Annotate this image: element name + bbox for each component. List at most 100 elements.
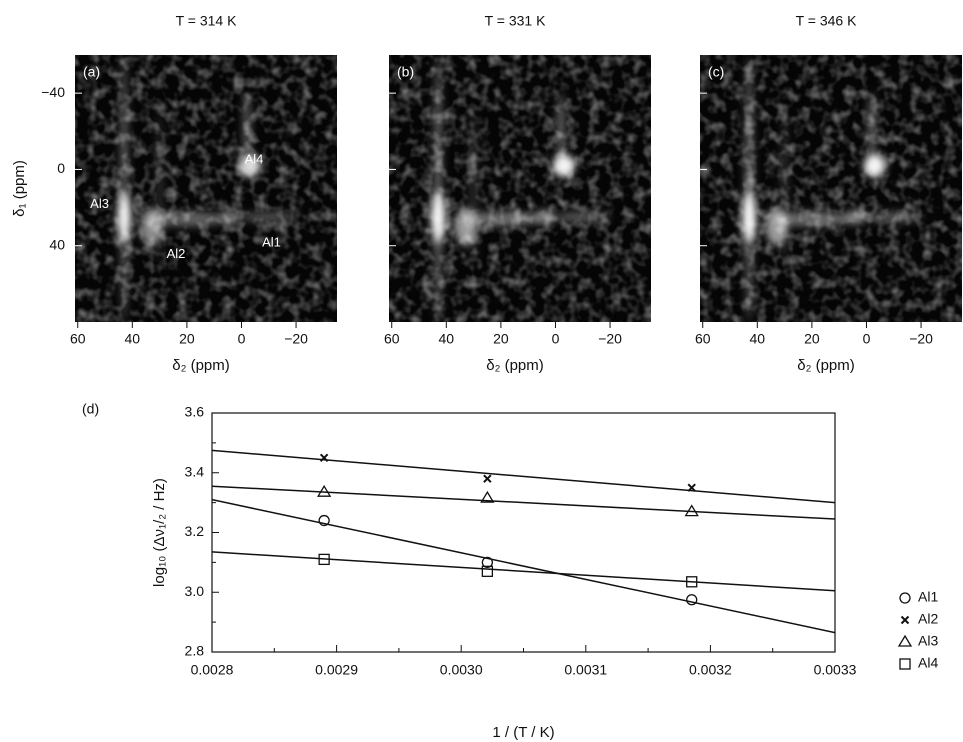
peak — [556, 93, 566, 162]
peak — [155, 112, 164, 265]
x-tick-label: 0 — [863, 331, 871, 347]
x-tick-label: 0.0030 — [440, 662, 483, 678]
marker-triangle — [897, 634, 913, 647]
x-axis-label: δ₂ (ppm) — [797, 357, 855, 374]
panel-label: (c) — [708, 64, 724, 80]
marker-triangle — [684, 504, 699, 517]
peaks — [742, 55, 922, 322]
legend-label: Al3 — [918, 633, 938, 649]
x-tick-label: 0.0033 — [814, 662, 857, 678]
peak-annotation: Al3 — [90, 196, 109, 211]
x-axis-label: 1 / (T / K) — [492, 724, 554, 741]
x-tick-label: 20 — [493, 331, 509, 347]
marker-circle — [481, 556, 494, 569]
x-axis-label: δ₂ (ppm) — [172, 357, 230, 374]
peak — [552, 154, 575, 178]
legend-label: Al2 — [918, 611, 938, 627]
peak-annotation: Al2 — [167, 246, 186, 261]
peak — [238, 154, 261, 178]
marker-square — [318, 553, 330, 566]
marker-cross — [900, 615, 910, 625]
panel-title: T = 331 K — [485, 13, 547, 29]
peak — [745, 205, 753, 229]
marker-square — [481, 565, 494, 577]
x-tick-label: 40 — [125, 331, 141, 347]
peak — [433, 55, 443, 322]
marker-square — [899, 658, 911, 670]
marker-square — [686, 576, 698, 588]
peak — [469, 112, 478, 265]
marker-cross — [483, 474, 492, 483]
plot-frame — [211, 412, 836, 653]
fit-line — [212, 485, 835, 520]
peak — [241, 211, 297, 223]
fit-line — [212, 498, 835, 634]
x-axis-label: δ₂ (ppm) — [486, 357, 544, 374]
marker-triangle — [316, 484, 332, 497]
marker-circle — [318, 514, 330, 527]
fit-line — [212, 449, 835, 504]
peak — [555, 211, 611, 223]
legend-label: Al1 — [918, 589, 938, 605]
x-tick-label: −20 — [909, 331, 933, 347]
peak — [744, 55, 754, 322]
peak — [219, 209, 242, 225]
peak — [863, 154, 886, 178]
spectrum-image — [75, 55, 337, 322]
y-tick-label: 3.2 — [185, 523, 205, 539]
spectrum-noise — [75, 55, 337, 322]
peaks — [431, 55, 611, 322]
peak — [242, 93, 252, 162]
peak — [148, 211, 226, 227]
x-tick-label: 60 — [70, 331, 86, 347]
marker-cross — [687, 483, 696, 492]
x-tick-label: 20 — [179, 331, 195, 347]
marker-cross — [319, 453, 329, 463]
x-tick-label: 60 — [384, 331, 400, 347]
peak — [533, 209, 556, 225]
panel-label: (a) — [83, 64, 100, 80]
y-axis-label: δ₁ (ppm) — [11, 160, 28, 217]
y-tick-label: −40 — [41, 84, 65, 100]
y-tick-label: 3.4 — [185, 463, 205, 479]
spectrum-image — [700, 55, 962, 322]
x-tick-label: 60 — [695, 331, 711, 347]
spectrum-noise — [389, 55, 651, 322]
panel-label: (b) — [397, 64, 414, 80]
x-tick-label: 40 — [439, 331, 455, 347]
peak — [119, 55, 129, 322]
peak — [434, 205, 442, 229]
panel-title: T = 314 K — [176, 13, 238, 29]
x-tick-label: 0.0031 — [564, 662, 607, 678]
peak — [866, 211, 922, 223]
peak-annotation: Al1 — [262, 234, 281, 249]
spectrum-noise — [700, 55, 962, 322]
x-tick-label: −20 — [598, 331, 622, 347]
peak — [780, 112, 789, 265]
y-tick-label: 2.8 — [185, 643, 205, 659]
y-tick-label: 40 — [49, 236, 65, 252]
peak — [773, 211, 851, 227]
x-tick-label: 40 — [750, 331, 766, 347]
panel-title: T = 346 K — [796, 13, 858, 29]
peak — [120, 205, 128, 229]
peak-annotation: Al4 — [245, 151, 264, 166]
y-tick-label: 3.0 — [185, 583, 205, 599]
peak — [462, 211, 540, 227]
peak — [867, 93, 877, 162]
x-tick-label: 20 — [804, 331, 820, 347]
y-tick-label: 3.6 — [185, 404, 205, 420]
fit-line — [212, 551, 835, 592]
x-tick-label: 0.0029 — [315, 662, 358, 678]
x-tick-label: 0.0032 — [689, 662, 732, 678]
spectrum-image — [389, 55, 651, 322]
y-tick-label: 0 — [57, 160, 65, 176]
x-tick-label: 0.0028 — [191, 662, 234, 678]
legend-label: Al4 — [918, 655, 938, 671]
x-tick-label: −20 — [284, 331, 308, 347]
y-axis-label: log₁₀ (Δν₁/₂ / Hz) — [151, 478, 168, 587]
panel-label: (d) — [82, 401, 99, 417]
x-tick-label: 0 — [238, 331, 246, 347]
